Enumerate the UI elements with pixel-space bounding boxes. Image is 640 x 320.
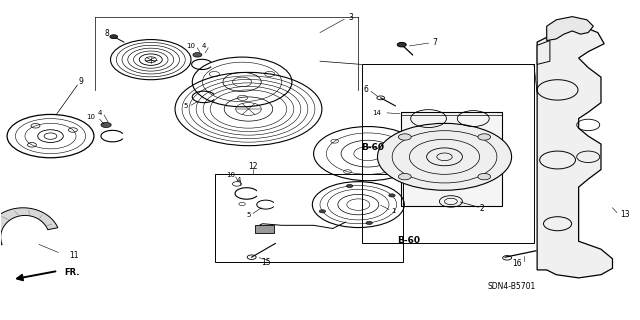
Bar: [214, 174, 403, 262]
Text: 11: 11: [69, 251, 79, 260]
Text: 9: 9: [78, 77, 83, 86]
Polygon shape: [0, 208, 58, 248]
Circle shape: [110, 35, 118, 39]
Text: 2: 2: [479, 204, 484, 213]
Circle shape: [101, 123, 111, 127]
Circle shape: [378, 123, 511, 190]
Text: 14: 14: [372, 110, 381, 116]
Text: 7: 7: [433, 38, 437, 47]
Circle shape: [478, 173, 491, 180]
Circle shape: [388, 194, 395, 197]
Text: 4: 4: [202, 43, 206, 49]
Bar: [255, 225, 274, 233]
Circle shape: [193, 52, 202, 57]
Text: 10: 10: [86, 114, 95, 120]
Polygon shape: [537, 41, 550, 64]
Circle shape: [319, 210, 326, 213]
Text: 4: 4: [237, 177, 241, 183]
Text: 1: 1: [391, 208, 396, 214]
Circle shape: [478, 134, 491, 140]
Text: 16: 16: [512, 259, 522, 268]
Text: 3: 3: [348, 13, 353, 22]
Circle shape: [397, 43, 406, 47]
Text: 10: 10: [226, 172, 235, 178]
Text: 6: 6: [364, 85, 369, 94]
Text: 4: 4: [97, 110, 102, 116]
Circle shape: [399, 173, 411, 180]
Text: 5: 5: [184, 103, 188, 109]
Text: 15: 15: [261, 258, 271, 267]
Polygon shape: [547, 17, 593, 41]
Text: 13: 13: [620, 210, 630, 219]
Circle shape: [399, 134, 411, 140]
Text: 12: 12: [248, 162, 258, 171]
Circle shape: [366, 221, 372, 225]
Text: B-60: B-60: [362, 143, 385, 152]
Bar: [362, 64, 534, 243]
Text: 5: 5: [246, 212, 251, 219]
Bar: [401, 112, 502, 206]
Text: FR.: FR.: [65, 268, 80, 277]
Text: 10: 10: [186, 43, 195, 49]
Circle shape: [346, 184, 353, 188]
Polygon shape: [537, 26, 612, 278]
Text: B-60: B-60: [397, 236, 420, 245]
Text: SDN4-B5701: SDN4-B5701: [488, 282, 536, 291]
Text: 8: 8: [105, 29, 109, 38]
